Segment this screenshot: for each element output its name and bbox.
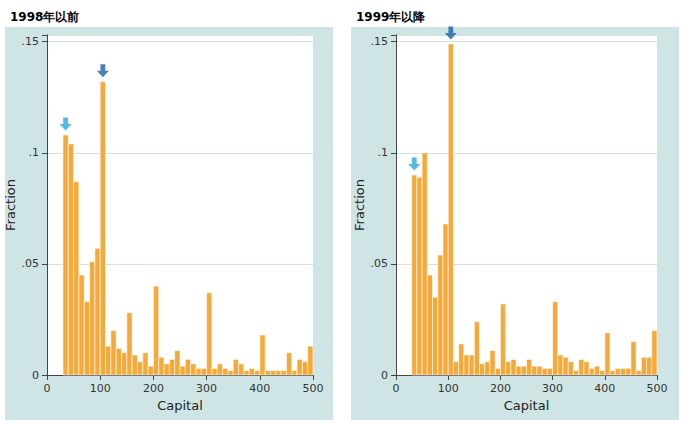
svg-text:0: 0 — [381, 369, 388, 382]
svg-text:0: 0 — [32, 369, 39, 382]
svg-text:.05: .05 — [22, 257, 40, 270]
svg-text:500: 500 — [303, 382, 324, 395]
svg-text:0: 0 — [44, 382, 51, 395]
svg-text:100: 100 — [438, 382, 459, 395]
svg-text:Capital: Capital — [157, 398, 203, 413]
svg-text:100: 100 — [90, 382, 111, 395]
svg-text:.15: .15 — [371, 35, 389, 48]
svg-text:1999年以降: 1999年以降 — [356, 10, 426, 24]
svg-text:.05: .05 — [371, 257, 389, 270]
svg-text:.15: .15 — [22, 35, 40, 48]
svg-text:400: 400 — [249, 382, 270, 395]
svg-text:300: 300 — [542, 382, 563, 395]
svg-text:Fraction: Fraction — [3, 179, 18, 231]
svg-text:300: 300 — [196, 382, 217, 395]
svg-text:400: 400 — [594, 382, 615, 395]
svg-text:.1: .1 — [29, 146, 40, 159]
svg-text:Capital: Capital — [504, 398, 550, 413]
svg-text:.1: .1 — [378, 146, 389, 159]
svg-text:1998年以前: 1998年以前 — [10, 10, 79, 24]
svg-text:Fraction: Fraction — [352, 179, 367, 231]
svg-text:0: 0 — [393, 382, 400, 395]
svg-text:200: 200 — [143, 382, 164, 395]
svg-text:500: 500 — [647, 382, 668, 395]
svg-text:200: 200 — [490, 382, 511, 395]
